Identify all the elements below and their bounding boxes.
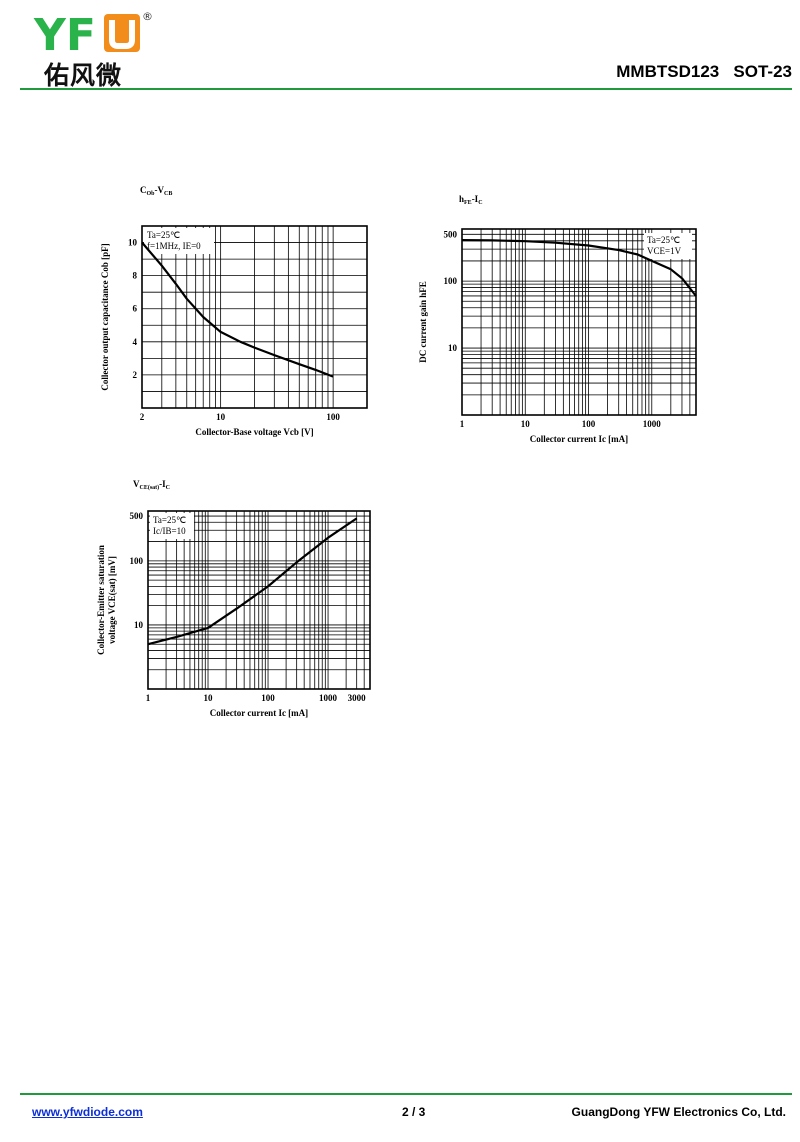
cob-vcb-y-tick-label: 6 <box>133 304 138 314</box>
vcesat-ic-x-tick-label: 1 <box>146 693 151 703</box>
vcesat-ic-title: VCE(sat)-IC <box>133 479 170 491</box>
logo-chinese-text: 佑风微 <box>44 61 123 90</box>
vcesat-ic-note: Ta=25℃ <box>153 515 186 525</box>
vcesat-ic-y-axis-label: Collector-Emitter saturation <box>96 545 106 655</box>
cob-vcb-x-axis-label: Collector-Base voltage Vcb [V] <box>195 427 313 437</box>
vcesat-ic-x-tick-label: 1000 <box>319 693 338 703</box>
hfe-ic-series-line <box>461 239 697 297</box>
cob-vcb-series-line <box>141 241 334 378</box>
vcesat-ic-notes-bg <box>150 513 194 539</box>
vcesat-ic-y-axis-label: voltage VCE(sat) [mV] <box>107 556 117 644</box>
footer-rule <box>20 1093 792 1095</box>
footer-website-link[interactable]: www.yfwdiode.com <box>32 1105 143 1119</box>
cob-vcb-frame <box>141 225 368 409</box>
cob-vcb-y-axis-label: Collector output capacitance Cob [pF] <box>100 243 110 390</box>
cob-vcb-title: COb-VCB <box>140 185 172 197</box>
vcesat-ic-y-tick-label: 500 <box>130 511 144 521</box>
footer-page-number: 2 / 3 <box>402 1105 426 1119</box>
footer-company-name: GuangDong YFW Electronics Co, Ltd. <box>571 1105 786 1119</box>
hfe-ic-notes-bg <box>644 233 692 259</box>
hfe-ic-frame <box>461 228 697 416</box>
vcesat-ic-y-tick-label: 100 <box>130 556 144 566</box>
vcesat-ic-x-axis-label: Collector current Ic [mA] <box>210 708 308 718</box>
cob-vcb-x-tick-label: 100 <box>326 412 340 422</box>
vcesat-ic-x-tick-label: 100 <box>261 693 275 703</box>
cob-vcb-note: f=1MHz, IE=0 <box>147 241 201 251</box>
cob-vcb-note: Ta=25℃ <box>147 230 180 240</box>
hfe-ic-x-tick-label: 100 <box>582 419 596 429</box>
yfw-logo-mark: YF ® <box>33 10 153 61</box>
cob-vcb-y-tick-label: 10 <box>128 238 138 248</box>
hfe-ic-y-axis-label: DC current gain hFE <box>418 281 428 363</box>
svg-text:®: ® <box>142 10 153 23</box>
package-name: SOT-23 <box>733 62 792 81</box>
yfw-logo: YF ® <box>32 6 162 88</box>
hfe-ic-x-tick-label: 1000 <box>643 419 662 429</box>
hfe-ic-note: Ta=25℃ <box>647 235 680 245</box>
hfe-ic-x-tick-label: 1 <box>460 419 465 429</box>
vcesat-ic-note: Ic/IB=10 <box>153 526 186 536</box>
cob-vcb-y-tick-label: 4 <box>133 337 138 347</box>
vcesat-ic-series-line <box>147 517 358 646</box>
hfe-ic-y-tick-label: 10 <box>448 343 458 353</box>
hfe-ic-x-tick-label: 10 <box>521 419 531 429</box>
hfe-ic-note: VCE=1V <box>647 246 682 256</box>
hfe-ic-y-tick-label: 500 <box>444 229 458 239</box>
cob-vcb-x-tick-label: 10 <box>216 412 226 422</box>
hfe-ic-x-axis-label: Collector current Ic [mA] <box>530 434 628 444</box>
hfe-ic-title: hFE-IC <box>459 194 483 206</box>
vcesat-ic-y-tick-label: 10 <box>134 620 144 630</box>
cob-vcb-y-tick-label: 8 <box>133 271 138 281</box>
header-rule <box>20 88 792 90</box>
cob-vcb-y-tick-label: 2 <box>133 370 138 380</box>
cob-vcb-x-tick-label: 2 <box>140 412 145 422</box>
vcesat-ic-x-tick-label: 10 <box>204 693 214 703</box>
svg-text:YF: YF <box>33 10 96 61</box>
cob-vcb-notes-bg <box>144 228 214 254</box>
header-part-title: MMBTSD123 SOT-23 <box>616 62 792 82</box>
part-number: MMBTSD123 <box>616 62 720 81</box>
hfe-ic-y-tick-label: 100 <box>444 276 458 286</box>
vcesat-ic-frame <box>147 510 371 690</box>
vcesat-ic-x-tick-label: 3000 <box>348 693 367 703</box>
